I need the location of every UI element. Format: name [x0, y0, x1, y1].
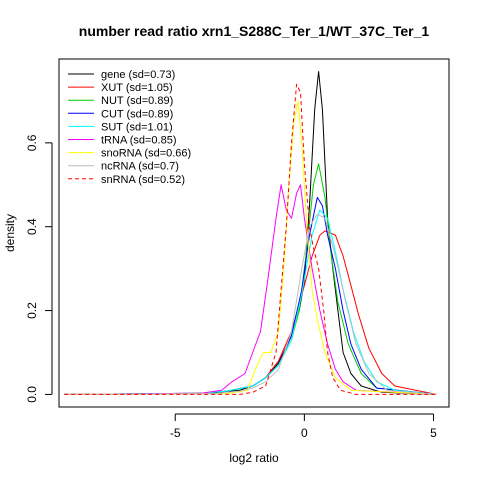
series-line-3	[64, 196, 437, 395]
legend-label: gene (sd=0.73)	[101, 69, 175, 81]
series-line-0	[64, 71, 437, 395]
axes: -5 0 5 0.0 0.2 0.4 0.6	[25, 134, 437, 440]
y-tick-label: 0.2	[25, 302, 39, 319]
legend-label: XUT (sd=1.05)	[101, 82, 173, 94]
x-tick-label: -5	[170, 426, 181, 440]
series-line-4	[64, 209, 437, 395]
y-tick-label: 0.6	[25, 134, 39, 151]
legend-label: snoRNA (sd=0.66)	[101, 148, 191, 160]
plot-frame	[58, 58, 450, 408]
legend-label: tRNA (sd=0.85)	[101, 135, 177, 147]
series-line-6	[64, 100, 437, 395]
series-line-1	[64, 230, 437, 395]
chart-title: number read ratio xrn1_S288C_Ter_1/WT_37…	[79, 23, 430, 39]
legend-label: snRNA (sd=0.52)	[101, 174, 185, 186]
legend-label: SUT (sd=1.01)	[101, 121, 173, 133]
series-line-5	[64, 184, 437, 395]
y-tick-label: 0.4	[25, 218, 39, 235]
series-line-8	[64, 83, 437, 395]
legend-label: ncRNA (sd=0.7)	[101, 161, 179, 173]
y-axis-label: density	[3, 214, 17, 252]
legend: gene (sd=0.73)XUT (sd=1.05)NUT (sd=0.89)…	[68, 69, 191, 186]
series-lines	[64, 71, 437, 395]
x-axis-label: log2 ratio	[229, 451, 279, 465]
legend-label: CUT (sd=0.89)	[101, 108, 173, 120]
y-tick-label: 0.0	[25, 386, 39, 403]
x-tick-label: 0	[301, 426, 308, 440]
x-tick-label: 5	[430, 426, 437, 440]
series-line-7	[64, 213, 437, 395]
legend-label: NUT (sd=0.89)	[101, 95, 173, 107]
